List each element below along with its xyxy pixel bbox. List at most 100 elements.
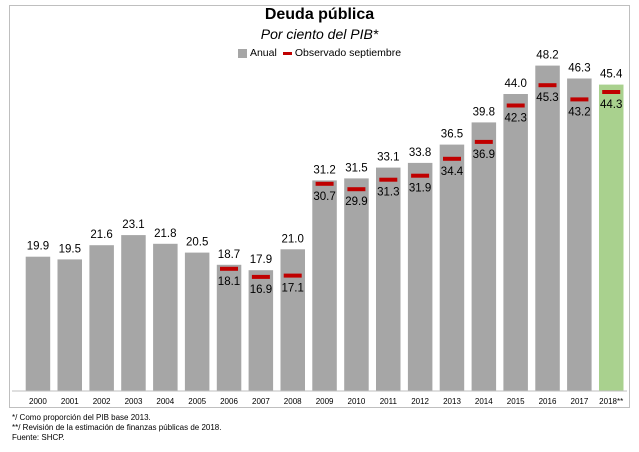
- bar-value-label-2010: 31.5: [345, 162, 367, 174]
- x-tick-label-2005: 2005: [188, 397, 206, 406]
- observed-mark-2015: [506, 103, 525, 108]
- x-tick-label-2000: 2000: [29, 397, 47, 406]
- chart-subtitle: Por ciento del PIB*: [260, 26, 379, 42]
- bar-2002: [89, 245, 114, 391]
- observed-value-label-2014: 36.9: [473, 149, 495, 161]
- bar-2000: [25, 256, 51, 391]
- observed-mark-2014: [474, 139, 493, 144]
- legend-item-anual: Anual: [237, 47, 277, 59]
- bar-value-label-2005: 20.5: [186, 237, 208, 249]
- x-tick-label-2014: 2014: [475, 397, 493, 406]
- x-tick-label-2012: 2012: [411, 397, 429, 406]
- bar-2004: [153, 243, 178, 391]
- footnotes: */ Como proporción del PIB base 2013. **…: [12, 413, 221, 443]
- legend-label-septiembre: Observado septiembre: [294, 47, 402, 59]
- bar-2015: [503, 94, 528, 391]
- bar-2005: [184, 252, 210, 391]
- bar-value-label-2018: 45.4: [600, 69, 623, 81]
- bar-2006: [216, 264, 242, 391]
- x-tick-label-2017: 2017: [571, 397, 589, 406]
- bar-2003: [121, 235, 146, 391]
- bar-value-label-2006: 18.7: [218, 249, 240, 261]
- bar-value-label-2003: 23.1: [122, 219, 144, 231]
- bar-2018: [599, 84, 624, 391]
- observed-mark-2008: [283, 273, 302, 278]
- bar-value-label-2015: 44.0: [505, 78, 527, 90]
- observed-value-label-2015: 42.3: [505, 113, 527, 125]
- x-tick-label-2008: 2008: [284, 397, 302, 406]
- bar-value-label-2002: 21.6: [90, 229, 112, 241]
- legend-label-anual: Anual: [249, 47, 277, 59]
- bar-value-label-2007: 17.9: [250, 254, 272, 266]
- legend-item-septiembre: Observado septiembre: [282, 47, 402, 59]
- bar-value-label-2016: 48.2: [536, 50, 558, 62]
- footnote-2: **/ Revisión de la estimación de finanza…: [12, 423, 222, 432]
- x-tick-label-2018: 2018**: [599, 397, 623, 406]
- observed-mark-2013: [443, 156, 461, 161]
- observed-value-label-2018: 44.3: [600, 99, 622, 111]
- legend-swatch-anual: [237, 48, 247, 58]
- bar-value-label-2017: 46.3: [568, 63, 590, 75]
- bar-value-label-2012: 33.8: [409, 147, 431, 159]
- bar-2012: [407, 162, 433, 391]
- observed-value-label-2007: 16.9: [250, 284, 272, 296]
- bar-2009: [312, 180, 337, 391]
- bar-2007: [248, 270, 274, 391]
- bar-2014: [471, 122, 497, 392]
- observed-mark-2016: [538, 83, 557, 88]
- observed-mark-2018: [602, 90, 621, 94]
- bar-2008: [280, 249, 305, 392]
- observed-value-label-2017: 43.2: [568, 106, 590, 118]
- footnote-3: Fuente: SHCP.: [12, 433, 65, 442]
- x-tick-label-2011: 2011: [380, 397, 398, 406]
- x-tick-label-2001: 2001: [61, 397, 79, 406]
- bar-2017: [567, 78, 592, 391]
- footnote-1: */ Como proporción del PIB base 2013.: [12, 413, 151, 422]
- chart-title: Deuda pública: [264, 6, 375, 23]
- x-tick-label-2013: 2013: [443, 397, 461, 406]
- chart-legend: Anual Observado septiembre: [0, 47, 639, 59]
- observed-value-label-2008: 17.1: [282, 283, 304, 295]
- marks-layer: [220, 83, 621, 279]
- labels-layer: 19.9 19.5 21.6 23.1 21.8 20.5 18.7 17.9 21.0 31.2…: [27, 50, 623, 296]
- bar-2013: [439, 144, 465, 391]
- x-tick-label-2002: 2002: [93, 397, 111, 406]
- x-tick-label-2016: 2016: [539, 397, 557, 406]
- ticks-layer: 2000 2001 2002 2003 2004 2005 2006 2007 2008 2009…: [29, 397, 623, 406]
- bar-value-label-2008: 21.0: [282, 233, 304, 245]
- observed-value-label-2011: 31.3: [377, 187, 399, 199]
- bar-value-label-2009: 31.2: [313, 164, 335, 176]
- observed-value-label-2012: 31.9: [409, 183, 431, 195]
- observed-mark-2007: [251, 274, 270, 279]
- observed-value-label-2009: 30.7: [313, 191, 335, 203]
- observed-value-label-2016: 45.3: [536, 92, 558, 104]
- observed-mark-2010: [347, 187, 366, 192]
- bar-value-label-2013: 36.5: [441, 129, 463, 141]
- bar-2016: [535, 65, 560, 391]
- bar-value-label-2004: 21.8: [154, 228, 176, 240]
- bar-2011: [376, 167, 401, 391]
- x-tick-label-2010: 2010: [348, 397, 366, 406]
- legend-swatch-septiembre: [282, 51, 292, 55]
- bar-value-label-2014: 39.8: [473, 106, 495, 118]
- bar-value-label-2011: 33.1: [377, 152, 399, 164]
- bar-2010: [344, 178, 369, 391]
- observed-mark-2012: [411, 173, 430, 178]
- observed-mark-2006: [220, 266, 238, 271]
- bar-value-label-2001: 19.5: [59, 243, 81, 255]
- bar-2001: [57, 259, 82, 391]
- x-tick-label-2007: 2007: [252, 397, 270, 406]
- x-tick-label-2015: 2015: [507, 397, 525, 406]
- x-tick-label-2009: 2009: [316, 397, 334, 406]
- observed-value-label-2010: 29.9: [345, 196, 367, 208]
- observed-value-label-2006: 18.1: [218, 276, 240, 288]
- x-tick-label-2003: 2003: [125, 397, 143, 406]
- bars-layer: [25, 65, 624, 392]
- x-tick-label-2006: 2006: [220, 397, 238, 406]
- observed-mark-2011: [379, 177, 398, 182]
- bar-value-label-2000: 19.9: [27, 241, 49, 253]
- observed-mark-2009: [315, 181, 334, 186]
- observed-value-label-2013: 34.4: [441, 166, 464, 178]
- observed-mark-2017: [570, 97, 589, 102]
